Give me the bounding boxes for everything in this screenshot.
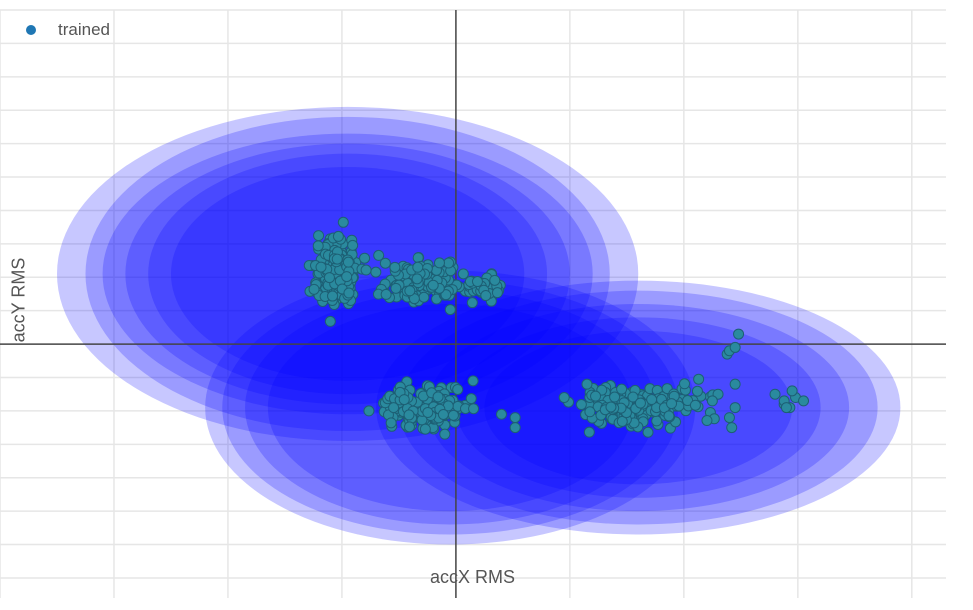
- data-point: [491, 287, 503, 299]
- legend-item-trained[interactable]: trained: [26, 18, 110, 42]
- data-point: [347, 239, 359, 251]
- trained-series: [303, 216, 810, 440]
- legend-label: trained: [58, 20, 110, 39]
- data-point: [465, 393, 477, 405]
- data-point: [422, 406, 434, 418]
- data-point: [679, 378, 691, 390]
- data-point: [411, 273, 423, 285]
- data-point: [331, 253, 343, 265]
- data-point: [323, 272, 335, 284]
- data-point: [786, 385, 798, 397]
- data-point: [733, 328, 745, 340]
- data-point: [398, 394, 410, 406]
- data-point: [509, 412, 521, 424]
- data-point: [584, 406, 596, 418]
- data-point: [312, 240, 324, 252]
- data-point: [729, 402, 741, 414]
- data-point: [642, 426, 654, 438]
- data-point: [341, 271, 353, 283]
- data-point: [471, 276, 483, 288]
- data-point: [466, 297, 478, 309]
- data-point: [457, 268, 469, 280]
- confidence-regions: [56, 106, 901, 545]
- data-point: [769, 388, 781, 400]
- data-point: [780, 402, 792, 414]
- data-point: [389, 261, 401, 273]
- data-point: [701, 415, 713, 427]
- data-point: [616, 383, 628, 395]
- data-point: [443, 257, 455, 269]
- data-point: [412, 261, 424, 273]
- data-point: [433, 257, 445, 269]
- data-point: [427, 279, 439, 291]
- data-point: [440, 289, 452, 301]
- data-point: [489, 274, 501, 286]
- data-point: [706, 395, 718, 407]
- x-axis-label: accX RMS: [430, 567, 516, 587]
- data-point: [480, 290, 492, 302]
- data-point: [627, 391, 639, 403]
- data-point: [379, 257, 391, 269]
- data-point: [468, 403, 480, 415]
- data-point: [590, 390, 602, 402]
- data-point: [726, 422, 738, 434]
- data-point: [404, 285, 416, 297]
- data-point: [403, 409, 415, 421]
- data-point: [581, 378, 593, 390]
- data-point: [575, 399, 587, 411]
- data-point: [609, 391, 621, 403]
- data-point: [605, 401, 617, 413]
- data-point: [313, 230, 325, 242]
- legend-marker-icon: [26, 25, 36, 35]
- data-point: [359, 252, 371, 264]
- data-point: [385, 417, 397, 429]
- data-point: [693, 373, 705, 385]
- data-point: [324, 315, 336, 327]
- data-point: [689, 399, 701, 411]
- data-point: [419, 423, 431, 435]
- data-point: [495, 408, 507, 420]
- data-point: [332, 230, 344, 242]
- data-point: [439, 428, 451, 440]
- data-point: [373, 249, 385, 261]
- data-point: [380, 288, 392, 300]
- data-point: [444, 304, 456, 316]
- data-point: [467, 375, 479, 387]
- data-point: [509, 422, 521, 434]
- data-point: [363, 405, 375, 417]
- data-point: [634, 397, 646, 409]
- zero-axes: [0, 10, 946, 598]
- data-point: [315, 261, 327, 273]
- data-point: [388, 402, 400, 414]
- data-point: [558, 392, 570, 404]
- y-axis-label: accY RMS: [8, 257, 29, 343]
- data-point: [798, 395, 810, 407]
- data-point: [432, 391, 444, 403]
- data-point: [360, 264, 372, 276]
- data-point: [616, 415, 628, 427]
- data-point: [327, 290, 339, 302]
- data-point: [337, 216, 349, 228]
- data-point: [418, 291, 430, 303]
- data-point: [390, 282, 402, 294]
- data-point: [646, 394, 658, 406]
- data-point: [729, 378, 741, 390]
- data-point: [666, 398, 678, 410]
- data-point: [447, 409, 459, 421]
- data-point: [342, 256, 354, 268]
- data-point: [583, 426, 595, 438]
- data-point: [691, 385, 703, 397]
- data-point: [403, 421, 415, 433]
- data-point: [729, 341, 741, 353]
- data-point: [343, 287, 355, 299]
- data-point: [437, 409, 449, 421]
- data-point: [452, 383, 464, 395]
- data-point: [723, 412, 735, 424]
- data-point: [308, 283, 320, 295]
- data-point: [370, 266, 382, 278]
- data-point: [663, 410, 675, 422]
